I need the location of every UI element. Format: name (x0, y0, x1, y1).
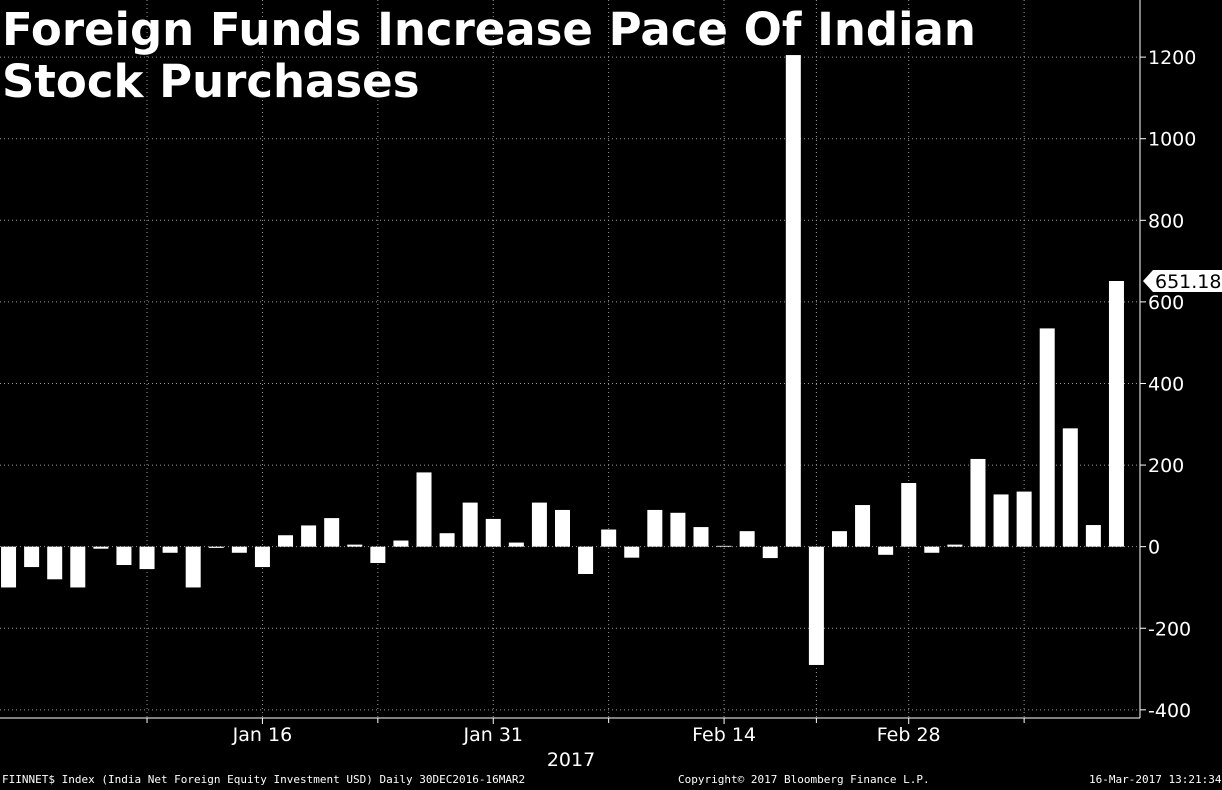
chart-title: Foreign Funds Increase Pace Of Indian St… (2, 4, 976, 108)
y-tick-label: 1000 (1148, 129, 1196, 151)
x-year-label: 2017 (547, 749, 595, 771)
y-axis: -400 -200 0 200 400 600 800 1000 1200 (1140, 47, 1196, 722)
bar (278, 535, 294, 547)
bar-series (1, 55, 1124, 665)
bar (116, 546, 132, 566)
bar (139, 546, 155, 570)
bar (1, 546, 17, 588)
bar (531, 502, 547, 547)
y-tick-label: 800 (1148, 210, 1184, 232)
footer-index-info: FIINNET$ Index (India Net Foreign Equity… (2, 773, 526, 786)
x-tick-label: Feb 14 (692, 724, 756, 746)
bar (647, 509, 663, 547)
bar (393, 540, 409, 547)
footer-copyright: Copyright© 2017 Bloomberg Finance L.P. (678, 773, 930, 786)
bar (831, 531, 847, 547)
y-tick-label: -400 (1148, 700, 1191, 722)
bar (254, 546, 270, 568)
bar (693, 527, 709, 547)
y-tick-label: 1200 (1148, 47, 1196, 69)
bar (624, 546, 640, 558)
bar (370, 546, 386, 563)
bar (1062, 428, 1078, 547)
bar (24, 546, 40, 568)
bar (1039, 328, 1055, 547)
bar (1085, 525, 1101, 547)
x-tick-label: Feb 28 (877, 724, 941, 746)
last-value-text: 651.18 (1155, 271, 1221, 293)
y-tick-label: 400 (1148, 373, 1184, 395)
bar (970, 458, 986, 547)
bar (947, 544, 963, 547)
bar (993, 494, 1009, 547)
bar (785, 55, 801, 547)
bar (93, 546, 109, 549)
bar (347, 544, 363, 547)
bar (601, 529, 617, 547)
bar (1016, 491, 1032, 547)
bar (716, 545, 732, 547)
bar (162, 546, 178, 553)
last-value-tag (1143, 270, 1222, 292)
bar (855, 505, 871, 547)
bar (439, 533, 455, 547)
bar (555, 509, 570, 547)
bar (185, 546, 201, 588)
bar (578, 546, 594, 574)
bar (878, 546, 894, 555)
bar (485, 518, 501, 547)
bar (208, 546, 224, 548)
last-value-marker: 651.18 (1143, 270, 1222, 293)
bar (670, 512, 686, 547)
y-tick-label: 200 (1148, 455, 1184, 477)
bar (808, 546, 824, 665)
bar (231, 546, 247, 553)
bar (1108, 281, 1124, 547)
bar (462, 502, 478, 547)
bar (301, 525, 317, 547)
bar (70, 546, 86, 588)
y-tick-label: 0 (1148, 537, 1160, 559)
x-tick-label: Jan 16 (232, 724, 293, 746)
bar (508, 542, 524, 547)
footer-timestamp: 16-Mar-2017 13:21:34 (1089, 773, 1222, 786)
x-axis: Jan 16 Jan 31 Feb 14 Feb 28 2017 (146, 718, 1025, 771)
bar (416, 472, 432, 547)
chart-title-line-2: Stock Purchases (2, 55, 420, 108)
y-tick-label: -200 (1148, 618, 1191, 640)
bar (324, 518, 340, 547)
bar (739, 531, 755, 547)
chart-title-line-1: Foreign Funds Increase Pace Of Indian (2, 3, 976, 56)
x-tick-label: Jan 31 (462, 724, 523, 746)
bar (762, 546, 778, 559)
bar (924, 546, 940, 553)
y-tick-label: 600 (1148, 292, 1184, 314)
bar (901, 483, 917, 547)
bar (47, 546, 63, 580)
